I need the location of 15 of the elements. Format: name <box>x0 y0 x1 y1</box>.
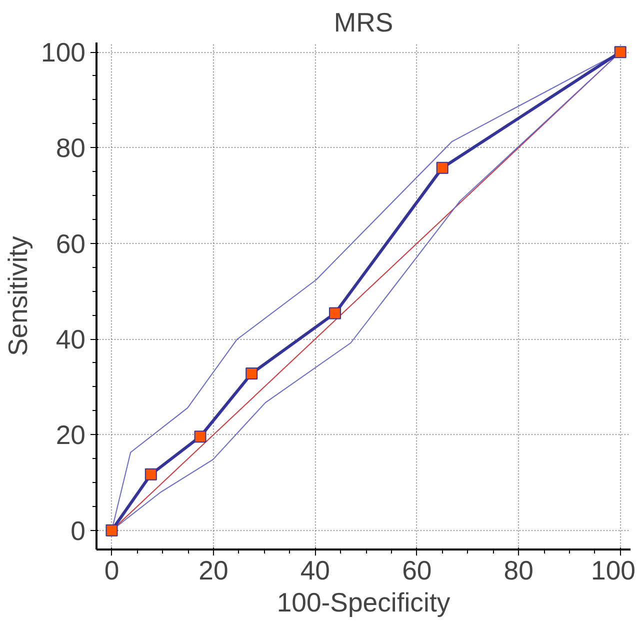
x-tick-label: 20 <box>198 556 228 586</box>
y-tick-label: 60 <box>56 228 86 259</box>
x-tick-label: 100 <box>591 556 636 586</box>
x-axis-title: 100-Specificity <box>276 588 451 618</box>
x-tick-label: 0 <box>104 556 120 586</box>
x-tick-label: 60 <box>402 556 432 586</box>
x-tick-label: 40 <box>300 556 330 586</box>
chart-title: MRS <box>334 8 394 38</box>
y-tick-label: 20 <box>56 420 86 450</box>
y-tick-label: 100 <box>41 38 86 68</box>
y-tick-label: 40 <box>56 324 86 355</box>
x-tick-label: 80 <box>504 556 534 586</box>
y-tick-label: 0 <box>70 516 86 546</box>
y-axis-title: Sensitivity <box>3 235 34 356</box>
y-tick-label: 80 <box>56 133 86 164</box>
